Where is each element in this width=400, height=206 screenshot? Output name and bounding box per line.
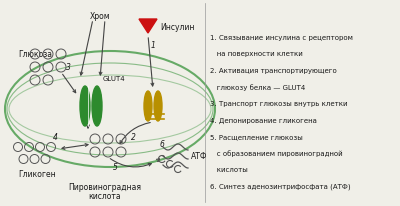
Polygon shape — [139, 20, 157, 34]
Text: кислоты: кислоты — [210, 166, 248, 172]
Text: 1: 1 — [150, 41, 156, 50]
Text: 6. Синтез аденозинтрифосфата (АТФ): 6. Синтез аденозинтрифосфата (АТФ) — [210, 183, 351, 189]
Text: GLUT4: GLUT4 — [103, 76, 126, 82]
Ellipse shape — [154, 91, 162, 121]
Text: 2. Активация транспортирующего: 2. Активация транспортирующего — [210, 68, 337, 74]
Text: 6: 6 — [160, 140, 164, 149]
Text: 4: 4 — [52, 133, 58, 142]
Text: Инсулин: Инсулин — [160, 22, 194, 31]
Text: 5. Расщепление глюкозы: 5. Расщепление глюкозы — [210, 133, 303, 139]
Text: 1. Связывание инсулина с рецептором: 1. Связывание инсулина с рецептором — [210, 35, 353, 41]
Text: Пировиноградная: Пировиноградная — [68, 182, 142, 191]
Text: 4. Депонирование гликогена: 4. Депонирование гликогена — [210, 117, 317, 123]
Ellipse shape — [92, 87, 102, 126]
Text: Гликоген: Гликоген — [18, 169, 56, 178]
Text: глюкозу белка — GLUT4: глюкозу белка — GLUT4 — [210, 84, 305, 91]
Ellipse shape — [144, 91, 152, 121]
Text: с образованием пировиноградной: с образованием пировиноградной — [210, 150, 343, 157]
Text: Хром: Хром — [90, 12, 110, 21]
Text: на поверхности клетки: на поверхности клетки — [210, 51, 303, 57]
Text: АТФ: АТФ — [191, 152, 208, 161]
Ellipse shape — [80, 87, 90, 126]
Text: кислота: кислота — [89, 191, 121, 200]
Text: 2: 2 — [130, 133, 136, 142]
Text: 3: 3 — [66, 63, 70, 72]
Text: 5: 5 — [112, 163, 118, 172]
Text: 3. Транспорт глюкозы внутрь клетки: 3. Транспорт глюкозы внутрь клетки — [210, 101, 348, 107]
Text: Глюкоза: Глюкоза — [18, 50, 52, 59]
